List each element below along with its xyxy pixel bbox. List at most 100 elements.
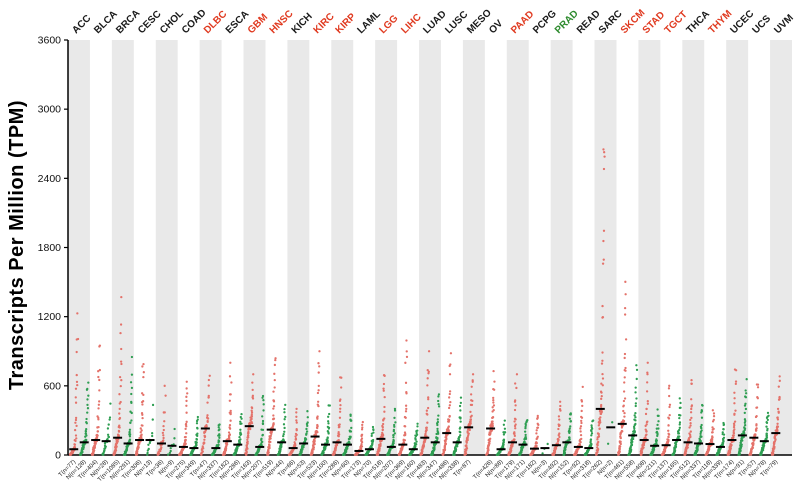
- median-bar: [683, 441, 693, 444]
- tumor-points: [134, 362, 145, 456]
- median-bar: [540, 447, 550, 450]
- median-bar: [430, 441, 440, 444]
- cancer-type-label: SARC: [597, 8, 625, 36]
- tumor-points: [68, 312, 80, 456]
- cancer-type-label: LAML: [356, 9, 383, 36]
- median-bar: [321, 443, 331, 446]
- median-bar: [288, 447, 298, 450]
- category-band: [550, 40, 573, 455]
- tumor-points: [244, 373, 255, 456]
- tumor-points: [309, 350, 321, 456]
- category-band: [155, 40, 178, 455]
- normal-points: [452, 396, 463, 456]
- median-bar: [145, 439, 155, 442]
- cancer-type-label: UCEC: [728, 8, 756, 36]
- category-band: [68, 40, 90, 455]
- median-bar: [661, 444, 671, 447]
- median-bar: [354, 449, 364, 452]
- category-band: [638, 40, 661, 455]
- normal-points: [276, 403, 287, 456]
- median-bar: [123, 442, 133, 445]
- normal-points: [146, 403, 155, 456]
- normal-points: [583, 419, 595, 456]
- median-bar: [508, 441, 518, 444]
- normal-points: [298, 410, 309, 456]
- y-tick-label: 600: [43, 380, 61, 392]
- median-bar: [244, 425, 254, 428]
- category-band: [331, 40, 354, 455]
- median-bar: [277, 441, 287, 444]
- normal-points: [495, 419, 507, 456]
- tumor-points: [441, 352, 453, 456]
- median-bar: [233, 443, 243, 446]
- cancer-type-label: THCA: [685, 9, 712, 36]
- normal-points: [759, 411, 770, 456]
- median-bar: [364, 448, 374, 451]
- median-bar: [759, 440, 769, 443]
- median-bar: [650, 444, 660, 447]
- tumor-points: [704, 409, 716, 456]
- tumor-points: [683, 379, 694, 456]
- median-bar: [79, 441, 89, 444]
- median-bar: [222, 440, 232, 443]
- cancer-type-label: BLCA: [92, 9, 119, 36]
- median-bar: [529, 447, 539, 450]
- cancer-type-label: HNSC: [268, 8, 296, 36]
- median-bar: [420, 436, 430, 439]
- y-tick-label: 3600: [38, 35, 62, 47]
- median-bar: [749, 436, 759, 439]
- median-bar: [442, 432, 452, 435]
- median-bar: [694, 442, 704, 445]
- median-bar: [617, 422, 627, 425]
- cancer-type-label: ACC: [70, 13, 93, 36]
- normal-points: [320, 404, 331, 456]
- median-bar: [101, 440, 111, 443]
- normal-points: [101, 402, 112, 456]
- median-bar: [452, 441, 462, 444]
- median-bar: [266, 428, 276, 431]
- normal-points: [715, 421, 726, 456]
- cancer-type-label: PCPG: [531, 8, 559, 36]
- cancer-type-label: LIHC: [399, 12, 423, 36]
- median-bar: [573, 445, 583, 448]
- median-bar: [386, 445, 396, 448]
- category-band: [419, 40, 441, 455]
- median-bar: [135, 439, 145, 442]
- cancer-type-label: BRCA: [114, 8, 142, 36]
- median-bar: [113, 436, 123, 439]
- median-bar: [606, 426, 616, 429]
- tumor-points: [617, 280, 628, 456]
- normal-points: [408, 422, 419, 456]
- normal-points: [671, 397, 682, 456]
- median-bar: [255, 445, 265, 448]
- tumor-points: [595, 148, 606, 456]
- category-band: [375, 40, 398, 455]
- y-tick-label: 0: [55, 450, 61, 462]
- median-bar: [584, 447, 594, 450]
- median-bar: [771, 432, 781, 435]
- median-bar: [628, 434, 638, 437]
- category-band: [726, 40, 749, 455]
- median-bar: [672, 439, 682, 442]
- cancer-type-label: THYM: [707, 8, 735, 36]
- cancer-type-label: LUAD: [421, 9, 448, 36]
- median-bar: [639, 439, 649, 442]
- median-bar: [376, 437, 386, 440]
- median-bar: [737, 434, 747, 437]
- median-bar: [562, 441, 572, 444]
- cancer-type-label: UVM: [772, 13, 796, 37]
- normal-points: [364, 425, 375, 456]
- category-band: [243, 40, 266, 455]
- normal-points: [79, 381, 90, 456]
- tumor-points: [266, 357, 277, 456]
- median-bar: [299, 442, 309, 445]
- tumor-points: [572, 385, 584, 456]
- cancer-type-label: LUSC: [443, 9, 470, 36]
- normal-points: [518, 418, 529, 456]
- tumor-points: [529, 414, 540, 456]
- category-band: [111, 40, 134, 455]
- median-bar: [332, 441, 342, 444]
- normal-points: [254, 394, 265, 456]
